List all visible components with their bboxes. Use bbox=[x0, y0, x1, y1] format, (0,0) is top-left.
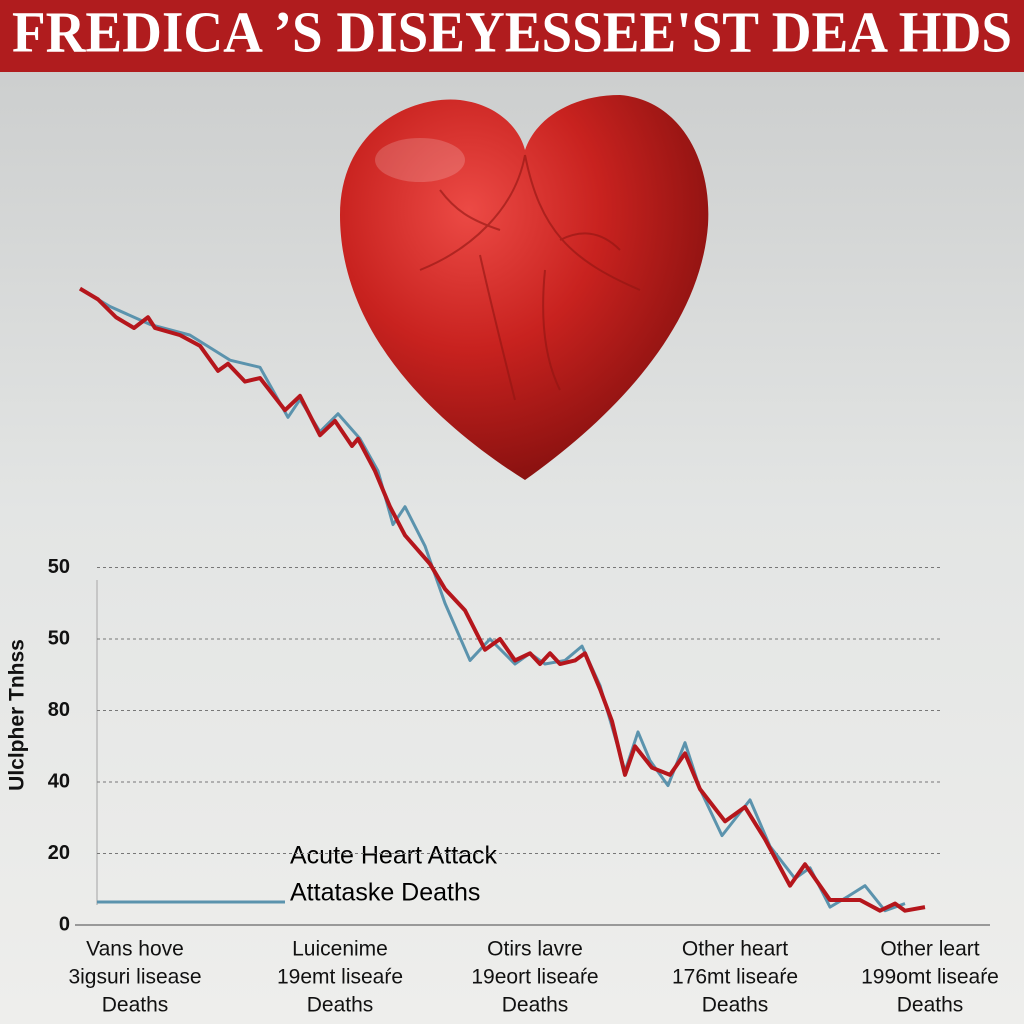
y-axis-label: Ulclpher Tnhss bbox=[6, 639, 29, 791]
chart-title: FREDICA ’S DISEYESSEE'ST DEA HDS bbox=[12, 0, 1012, 64]
y-tick-label: 50 bbox=[48, 627, 70, 649]
x-tick-label: 199omt liseaŕe bbox=[861, 966, 999, 989]
y-tick-label: 50 bbox=[48, 556, 70, 578]
legend-label: Acute Heart Attack bbox=[290, 842, 498, 870]
x-tick-label: Deaths bbox=[102, 994, 169, 1017]
line-series bbox=[78, 286, 926, 913]
x-tick-label: Luicenime bbox=[292, 938, 388, 961]
y-tick-label: 40 bbox=[48, 770, 70, 792]
x-tick-label: 3igsuri lisease bbox=[68, 966, 201, 989]
x-tick-label: Deaths bbox=[307, 994, 374, 1017]
x-tick-label: 19eort liseaŕe bbox=[471, 966, 598, 989]
x-tick-label: Deaths bbox=[502, 994, 569, 1017]
heart bbox=[340, 95, 709, 480]
x-tick-label: Other leart bbox=[880, 938, 979, 961]
title-banner bbox=[0, 0, 1024, 72]
x-tick-label: Other heart bbox=[682, 938, 788, 961]
y-tick-label: 80 bbox=[48, 699, 70, 721]
y-tick-label: 0 bbox=[59, 913, 70, 935]
legend-label: Attataske Deaths bbox=[290, 879, 480, 907]
x-tick-label: Deaths bbox=[897, 994, 964, 1017]
x-tick-label: Vans hove bbox=[86, 938, 184, 961]
x-tick-label: 19emt liseaŕe bbox=[277, 966, 403, 989]
x-tick-label: 176mt liseaŕe bbox=[672, 966, 798, 989]
x-tick-label: Otirs lavre bbox=[487, 938, 583, 961]
x-tick-label: Deaths bbox=[702, 994, 769, 1017]
y-tick-label: 20 bbox=[48, 842, 70, 864]
